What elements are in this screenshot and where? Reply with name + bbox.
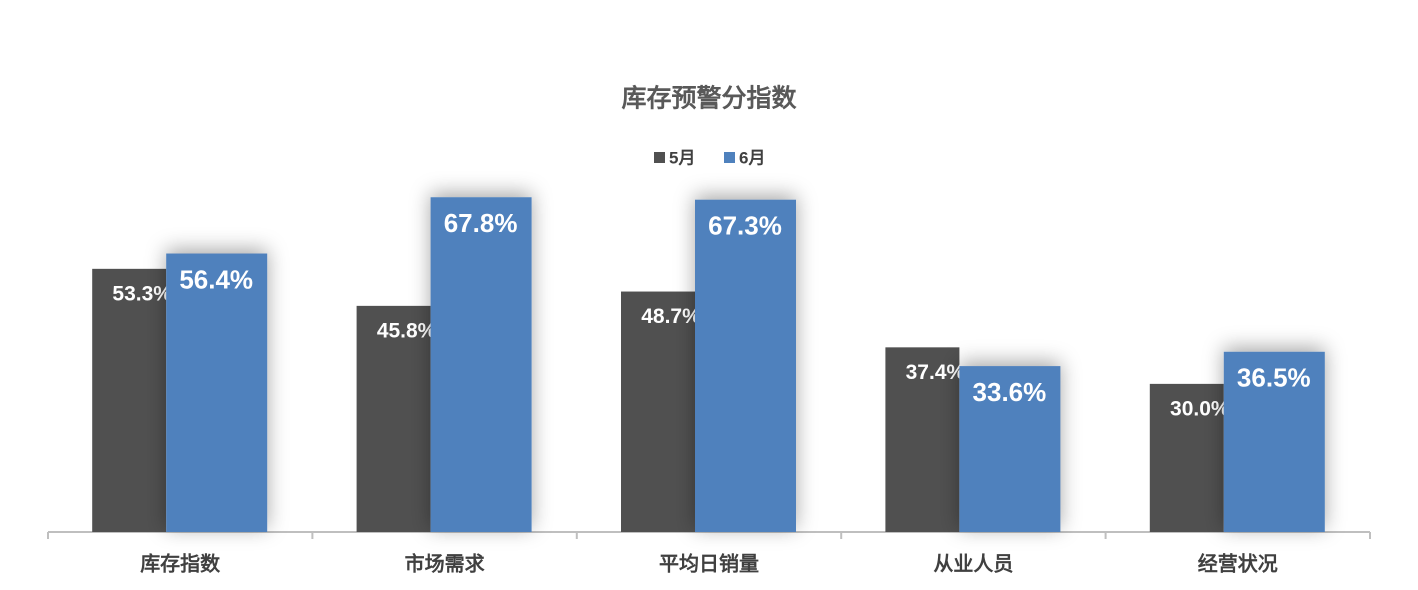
bar [356, 305, 431, 532]
data-label: 45.8% [377, 319, 437, 342]
bar [621, 291, 695, 532]
legend-label: 5月 [669, 148, 695, 167]
bar [1149, 383, 1224, 532]
data-label: 56.4% [179, 264, 253, 294]
bar [430, 197, 532, 533]
data-label: 30.0% [1170, 397, 1230, 420]
x-tick-label: 经营状况 [1198, 551, 1278, 575]
bar [885, 347, 960, 532]
bar [695, 199, 796, 533]
bar [959, 366, 1061, 532]
x-tick-label: 库存指数 [140, 551, 221, 575]
bar [166, 253, 268, 532]
data-label: 48.7% [641, 305, 701, 328]
x-tick-label: 从业人员 [933, 552, 1013, 575]
bar [1223, 351, 1325, 532]
bar [92, 268, 167, 532]
data-label: 33.6% [973, 377, 1047, 407]
data-label: 36.5% [1237, 363, 1311, 393]
data-label: 67.8% [444, 208, 518, 238]
x-tick-label: 市场需求 [405, 551, 486, 575]
data-label: 37.4% [906, 361, 966, 384]
legend-swatch [724, 152, 735, 163]
data-label: 53.3% [112, 282, 172, 305]
data-label: 67.3% [708, 211, 782, 241]
legend: 5月 6月 [654, 148, 765, 167]
legend-label: 6月 [739, 148, 765, 167]
legend-swatch [654, 152, 665, 163]
chart-title: 库存预警分指数 [621, 85, 797, 113]
x-tick-label: 平均日销量 [659, 551, 759, 575]
